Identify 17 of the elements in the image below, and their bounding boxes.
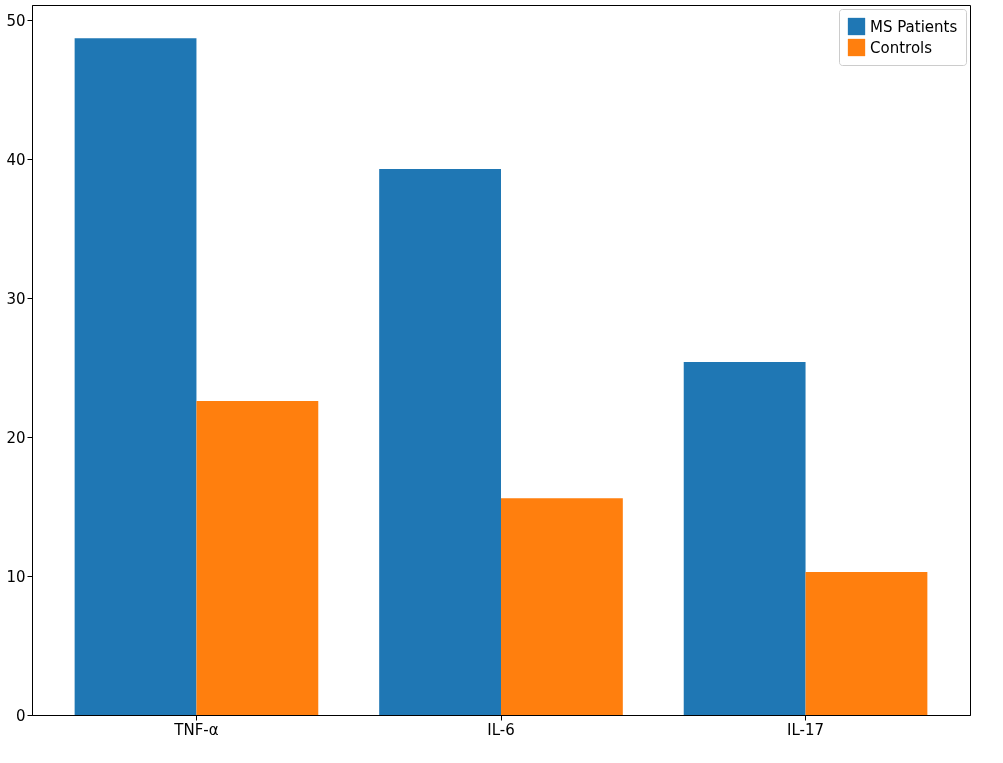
bar: [74, 38, 197, 715]
y-tick-label: 20: [6, 428, 26, 447]
bar: [196, 400, 319, 715]
y-tick-label: 30: [6, 289, 26, 308]
y-tick-label: 0: [15, 706, 26, 725]
x-tick-label: IL-6: [487, 720, 515, 739]
bar: [379, 168, 501, 715]
y-tick-label: 10: [6, 567, 26, 586]
y-tick-label: 50: [6, 11, 26, 30]
legend-label: Controls: [870, 38, 933, 57]
legend-label: MS Patients: [870, 17, 958, 36]
x-tick-label: IL-17: [787, 720, 825, 739]
y-tick-label: 40: [6, 150, 26, 169]
bar: [501, 498, 623, 715]
bar: [683, 362, 806, 715]
x-tick-label: TNF-α: [173, 720, 219, 739]
bar: [805, 571, 928, 715]
